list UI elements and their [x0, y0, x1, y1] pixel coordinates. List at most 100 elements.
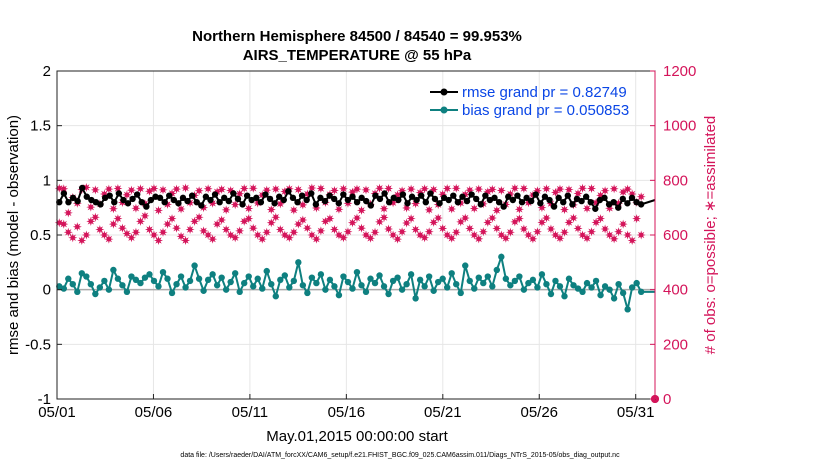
bias grand pr = 0.050853-point: [389, 277, 397, 285]
rmse grand pr = 0.82749-point: [60, 190, 68, 197]
rmse grand pr = 0.82749-point: [413, 196, 420, 204]
assimilated-marker: [59, 219, 69, 229]
bias grand pr = 0.050853-point: [498, 253, 505, 261]
bias grand pr = 0.050853-point: [209, 271, 216, 278]
rmse grand pr = 0.82749-point: [582, 193, 590, 200]
chart-title-line2: AIRS_TEMPERATURE @ 55 hPa: [243, 47, 472, 64]
bias grand pr = 0.050853-point: [259, 285, 266, 292]
bias grand pr = 0.050853-point: [128, 273, 135, 280]
rmse grand pr = 0.82749-point: [147, 196, 155, 204]
assimilated-marker: [451, 227, 461, 237]
assimilated-marker: [95, 225, 105, 235]
assimilated-marker: [113, 214, 123, 224]
rmse grand pr = 0.82749-point: [518, 199, 526, 206]
rmse grand pr = 0.82749-point: [262, 191, 269, 198]
rmse grand pr = 0.82749-point: [514, 192, 521, 199]
bias grand pr = 0.050853-point: [398, 286, 406, 293]
bias grand pr = 0.050853-point: [358, 282, 365, 289]
bias grand pr = 0.050853-point: [155, 283, 162, 290]
rmse grand pr = 0.82749-point: [445, 196, 452, 204]
assimilated-marker: [311, 234, 321, 244]
rmse grand pr = 0.82749-point: [422, 199, 430, 206]
bias grand pr = 0.050853-point: [362, 288, 370, 296]
x-axis-label: May.01,2015 00:00:00 start: [266, 428, 448, 445]
assimilated-marker: [194, 212, 204, 222]
assimilated-marker: [63, 227, 73, 237]
possible-marker: [149, 184, 159, 194]
rmse grand pr = 0.82749-point: [550, 203, 558, 210]
rmse grand pr = 0.82749-point: [207, 196, 214, 204]
bias grand pr = 0.050853-point: [213, 282, 221, 289]
rmse grand pr = 0.82749-point: [161, 199, 168, 206]
bias grand pr = 0.050853-point: [277, 276, 284, 284]
y-left-tick-label: 1: [43, 172, 51, 189]
rmse grand pr = 0.82749-point: [578, 197, 585, 205]
assimilated-marker: [356, 223, 366, 233]
assimilated-marker: [185, 225, 195, 235]
assimilated-marker: [632, 214, 642, 224]
assimilated-marker: [487, 213, 497, 223]
bias grand pr = 0.050853-point: [299, 282, 307, 289]
rmse grand pr = 0.82749-point: [527, 197, 535, 205]
rmse grand pr = 0.82749-point: [587, 199, 594, 206]
possible-marker: [496, 185, 506, 195]
bias grand pr = 0.050853-point: [137, 279, 144, 287]
assimilated-marker: [126, 233, 136, 243]
assimilated-marker: [172, 223, 182, 233]
bias grand pr = 0.050853-point: [443, 284, 451, 291]
assimilated-marker: [478, 227, 488, 237]
rmse grand pr = 0.82749-point: [308, 190, 315, 197]
possible-marker: [108, 204, 118, 214]
bias grand pr = 0.050853-point: [592, 277, 600, 285]
possible-marker: [131, 203, 141, 213]
rmse grand pr = 0.82749-point: [289, 194, 297, 202]
bias grand pr = 0.050853-point: [371, 279, 379, 287]
rmse grand pr = 0.82749-point: [367, 202, 375, 209]
assimilated-marker: [140, 211, 150, 221]
rmse grand pr = 0.82749-point: [395, 196, 402, 204]
bias grand pr = 0.050853-point: [241, 279, 248, 287]
possible-marker: [519, 184, 529, 194]
rmse grand pr = 0.82749-point: [56, 199, 63, 206]
rmse grand pr = 0.82749-point: [468, 191, 475, 198]
bias grand pr = 0.050853-point: [96, 284, 104, 291]
assimilated-marker: [510, 217, 520, 227]
bias grand pr = 0.050853-point: [218, 274, 225, 281]
bias grand pr = 0.050853-point: [159, 268, 167, 276]
possible-marker: [172, 184, 182, 194]
bias grand pr = 0.050853-point: [556, 283, 564, 290]
possible-marker: [135, 184, 145, 194]
possible-marker: [618, 187, 628, 197]
assimilated-marker: [163, 219, 173, 229]
bias grand pr = 0.050853-point: [579, 288, 586, 296]
rmse grand pr = 0.82749-point: [537, 200, 544, 207]
possible-marker: [181, 183, 191, 193]
possible-marker: [587, 184, 597, 194]
assimilated-marker: [442, 230, 452, 240]
rmse grand pr = 0.82749-point: [280, 196, 287, 204]
bias grand pr = 0.050853-point: [633, 279, 640, 287]
rmse grand pr = 0.82749-point: [363, 197, 370, 205]
assimilated-marker: [465, 223, 475, 233]
bias grand pr = 0.050853-point: [132, 276, 140, 284]
rmse grand pr = 0.82749-point: [138, 199, 145, 206]
y-right-tick-label: 800: [663, 172, 688, 189]
assimilated-marker: [501, 233, 511, 243]
possible-marker: [510, 183, 520, 193]
possible-marker: [338, 184, 348, 194]
possible-marker: [609, 184, 619, 194]
bias grand pr = 0.050853-point: [471, 285, 478, 292]
bias grand pr = 0.050853-point: [439, 275, 446, 282]
bias grand pr = 0.050853-point: [624, 306, 631, 313]
assimilated-marker: [244, 214, 254, 224]
y-left-tick-label: 0.5: [30, 227, 51, 244]
bias grand pr = 0.050853-point: [60, 285, 67, 292]
assimilated-marker: [460, 213, 470, 223]
possible-marker: [442, 184, 452, 194]
assimilated-marker: [573, 223, 583, 233]
possible-marker: [564, 185, 574, 195]
y-left-tick-label: 0: [43, 282, 51, 299]
rmse grand pr = 0.82749-point: [628, 194, 636, 202]
rmse grand pr = 0.82749-point: [372, 192, 379, 199]
y-right-tick-label: 600: [663, 227, 688, 244]
